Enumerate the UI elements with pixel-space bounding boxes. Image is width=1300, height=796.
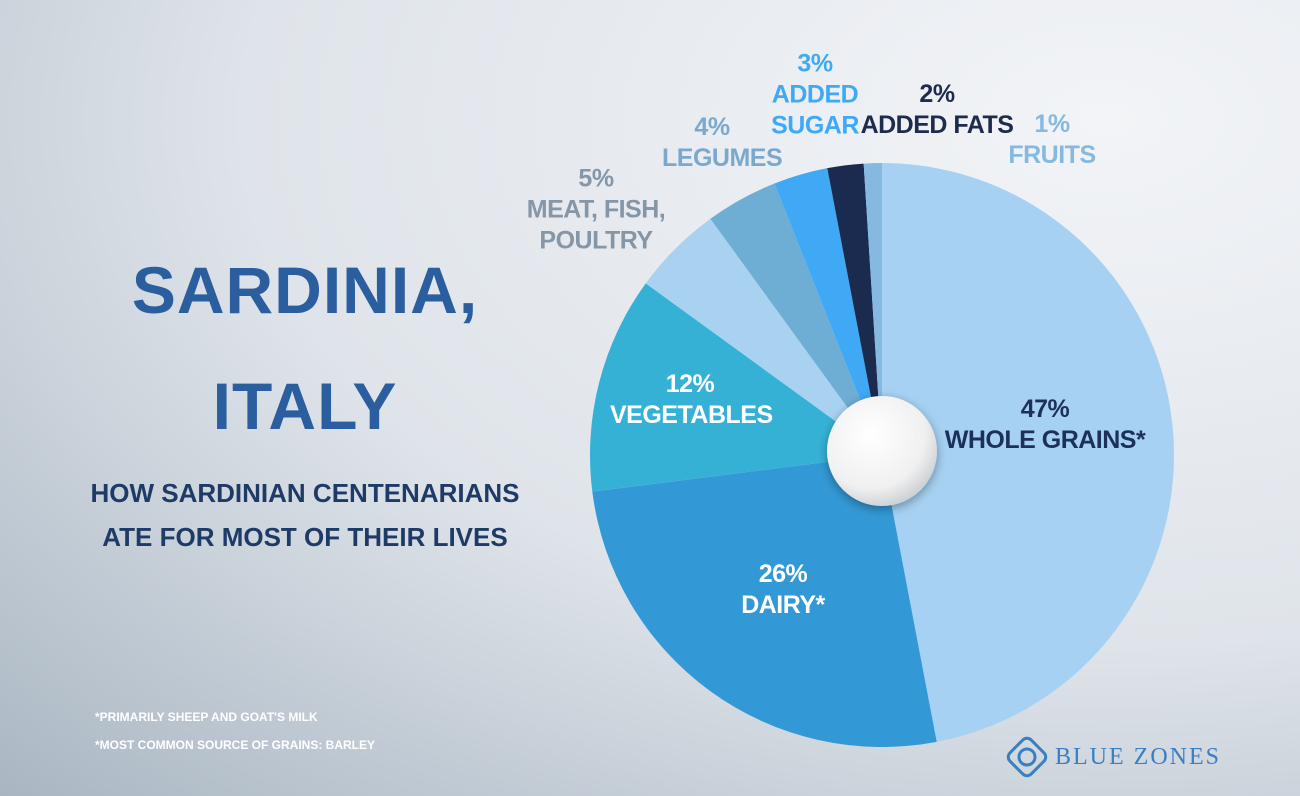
slice-label: 4% LEGUMES xyxy=(662,112,783,174)
pie-hole xyxy=(827,396,937,506)
pie xyxy=(590,163,1174,747)
subtitle-line: ATE FOR MOST OF THEIR LIVES xyxy=(102,522,508,552)
value-label: 26% xyxy=(758,560,808,588)
slice-label: 47% WHOLE GRAINS* xyxy=(935,394,1155,456)
slice-label: 1% FRUITS xyxy=(1002,109,1102,171)
category-label: MEAT, FISH, POULTRY xyxy=(526,195,666,255)
category-label: WHOLE GRAINS* xyxy=(944,426,1146,454)
value-label: 1% xyxy=(1034,110,1070,138)
value-label: 2% xyxy=(919,80,955,108)
category-label: LEGUMES xyxy=(662,144,783,172)
title-line: SARDINIA, xyxy=(131,253,479,327)
slice-label: 26% DAIRY* xyxy=(708,559,858,621)
subtitle-line: HOW SARDINIAN CENTENARIANS xyxy=(90,478,520,508)
pie-slice xyxy=(827,163,882,455)
pie-slice xyxy=(882,163,1174,742)
pie-slice xyxy=(590,283,882,492)
category-label: VEGETABLES xyxy=(610,401,773,429)
category-label: DAIRY* xyxy=(741,591,825,619)
slice-label: 5% MEAT, FISH, POULTRY xyxy=(526,164,666,257)
footnote: *MOST COMMON SOURCE OF GRAINS: BARLEY xyxy=(95,738,376,752)
pie-slice xyxy=(592,455,937,747)
brand-name: BLUE ZONES xyxy=(1055,744,1221,770)
value-label: 5% xyxy=(578,164,614,193)
pie-slice xyxy=(863,163,882,455)
slice-label: 2% ADDED FATS xyxy=(857,79,1017,141)
pie-slice xyxy=(710,183,882,456)
value-label: 12% xyxy=(665,370,715,398)
brand-logo xyxy=(1006,736,1048,778)
value-label: 4% xyxy=(694,113,730,141)
category-label: ADDED SUGAR xyxy=(771,80,859,140)
category-label: FRUITS xyxy=(1008,141,1096,169)
category-label: ADDED FATS xyxy=(860,111,1014,139)
value-label: 47% xyxy=(1020,395,1070,423)
title-line: ITALY xyxy=(212,369,398,443)
slice-label: 12% VEGETABLES xyxy=(610,369,773,431)
pie-slice xyxy=(645,218,882,455)
slice-label: 3% ADDED SUGAR xyxy=(770,49,860,142)
footnote: *PRIMARILY SHEEP AND GOAT'S MILK xyxy=(95,710,318,724)
pie-slice xyxy=(774,168,882,455)
value-label: 3% xyxy=(797,49,833,78)
